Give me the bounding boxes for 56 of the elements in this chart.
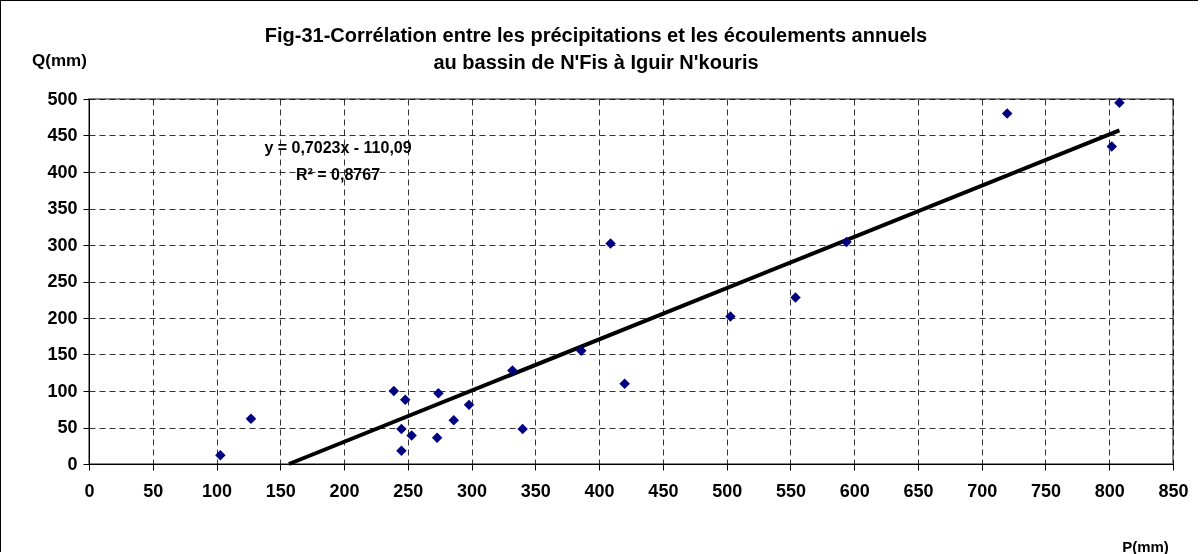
y-axis-title: Q(mm) [32, 50, 87, 70]
point [1106, 141, 1118, 152]
point [388, 385, 400, 397]
x-tick-label: 450 [648, 480, 679, 501]
y-tick-label: 300 [47, 234, 78, 255]
y-tick-label: 350 [47, 198, 78, 218]
y-tick-label: 150 [47, 344, 78, 364]
point [431, 432, 443, 443]
x-tick-label: 0 [84, 480, 95, 501]
point [396, 423, 407, 435]
x-tick-label: 500 [712, 480, 743, 501]
x-tick-label: 800 [1094, 480, 1125, 501]
x-tick-label: 700 [967, 480, 998, 501]
y-tick-label: 450 [47, 125, 78, 145]
x-tick-label: 400 [584, 480, 615, 501]
x-tick-label: 250 [393, 480, 424, 501]
y-tick-label: 500 [47, 88, 78, 109]
point [245, 413, 257, 424]
y-tick-label: 250 [47, 271, 78, 291]
x-tick-label: 600 [839, 480, 870, 501]
x-tick-label: 750 [1030, 480, 1061, 501]
text: au bassin de N'Fis à Iguir N'kouris [433, 51, 759, 73]
text: Fig-31-Corrélation entre les précipitations et les écoulements annuels [264, 24, 928, 46]
point [448, 414, 459, 426]
point [406, 430, 417, 441]
x-tick-label: 550 [775, 480, 806, 501]
x-tick-label: 350 [520, 480, 551, 501]
point [396, 445, 407, 457]
point [619, 378, 630, 389]
point [790, 292, 801, 303]
y-tick-label: 100 [47, 380, 78, 401]
point [517, 423, 528, 435]
y-tick-label: 400 [47, 161, 78, 182]
point [433, 387, 444, 399]
point [576, 345, 587, 357]
point [725, 311, 736, 322]
point [507, 365, 518, 376]
x-tick-label: 650 [903, 480, 934, 501]
y-tick-label: 50 [57, 417, 78, 437]
point [841, 236, 852, 248]
x-tick-label: 200 [329, 480, 360, 501]
x-tick-label: 150 [265, 480, 296, 501]
x-tick-label: 850 [1158, 480, 1189, 501]
point [215, 450, 226, 461]
y-tick-label: 0 [67, 453, 78, 474]
point [400, 394, 411, 405]
point [1001, 108, 1013, 119]
point [605, 238, 616, 249]
x-tick-label: 100 [202, 480, 233, 501]
x-axis-title: P(mm) [1122, 537, 1169, 554]
point [1114, 97, 1125, 108]
x-tick-label: 50 [143, 480, 164, 501]
y-tick-label: 200 [47, 307, 78, 328]
x-tick-label: 300 [457, 480, 488, 501]
point [463, 399, 475, 411]
annotation: y = 0,7023x - 110,09 [264, 139, 412, 156]
